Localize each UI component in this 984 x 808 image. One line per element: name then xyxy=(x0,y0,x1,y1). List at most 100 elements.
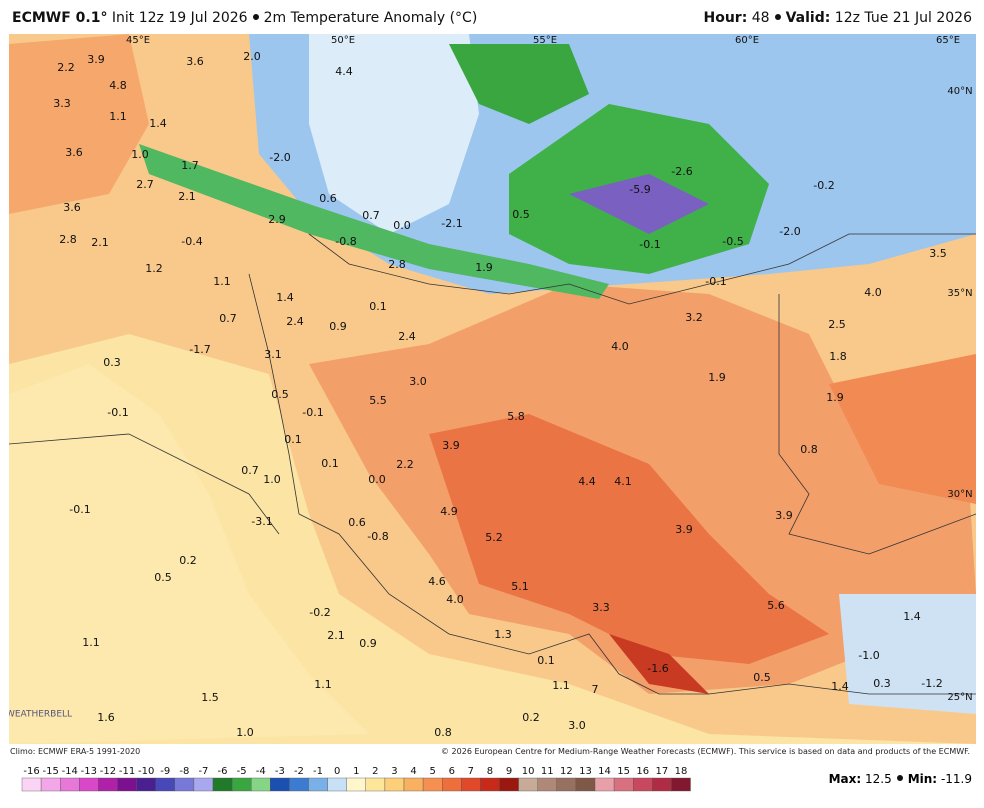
anomaly-label: 5.1 xyxy=(511,580,529,593)
colorbar-swatch xyxy=(556,777,577,792)
anomaly-label: 3.3 xyxy=(53,97,71,110)
colorbar-swatch xyxy=(155,777,175,792)
colorbar-swatch xyxy=(79,777,99,792)
anomaly-label: 0.7 xyxy=(362,209,380,222)
colorbar-tick-label: -10 xyxy=(138,766,154,777)
colorbar-tick-label: 14 xyxy=(598,766,611,777)
anomaly-label: 4.4 xyxy=(578,475,596,488)
anomaly-label: 0.0 xyxy=(368,473,386,486)
anomaly-label: 3.6 xyxy=(65,146,83,159)
arabia-west xyxy=(9,364,369,744)
grid-label: 55°E xyxy=(533,35,557,46)
anomaly-label: 0.2 xyxy=(522,711,540,724)
anomaly-label: 1.1 xyxy=(552,679,570,692)
colorbar-swatch xyxy=(537,777,558,792)
colorbar-swatch xyxy=(403,777,424,792)
anomaly-label: 0.1 xyxy=(369,300,387,313)
colorbar-swatch xyxy=(136,777,156,792)
anomaly-label: 1.1 xyxy=(109,110,127,123)
anomaly-label: 1.6 xyxy=(97,711,115,724)
anomaly-label: -0.4 xyxy=(181,235,202,248)
colorbar-tick-label: -1 xyxy=(313,766,323,777)
colorbar-swatch xyxy=(480,777,500,792)
init: Init 12z 19 Jul 2026 xyxy=(111,10,248,26)
colorbar-tick-label: 0 xyxy=(334,766,340,777)
anomaly-label: -2.6 xyxy=(671,165,692,178)
colorbar-swatch xyxy=(613,777,634,792)
anomaly-label: 1.4 xyxy=(903,610,921,623)
separator xyxy=(896,775,903,781)
colorbar-swatch xyxy=(671,777,691,792)
anomaly-label: -2.0 xyxy=(269,151,290,164)
anomaly-label: 3.5 xyxy=(929,247,947,260)
anomaly-label: 1.0 xyxy=(236,726,254,739)
colorbar-tick-label: -3 xyxy=(275,766,285,777)
colorbar-swatch xyxy=(461,777,481,792)
grid-label: 60°E xyxy=(735,35,759,46)
anomaly-label: 2.7 xyxy=(136,178,154,191)
colorbar-swatch xyxy=(289,777,309,792)
max: 12.5 xyxy=(864,772,892,786)
anomaly-label: 4.9 xyxy=(440,505,458,518)
anomaly-label: 0.5 xyxy=(154,571,172,584)
grid-label: 65°E xyxy=(936,35,960,46)
anomaly-label: 2.5 xyxy=(828,318,846,331)
turkey-warm xyxy=(9,34,149,214)
colorbar-tick-label: 6 xyxy=(449,766,455,777)
anomaly-label: 3.2 xyxy=(685,311,703,324)
anomaly-label: 0.5 xyxy=(753,671,771,684)
coastline xyxy=(298,513,976,695)
colorbar-swatch xyxy=(60,777,80,792)
colorbar-swatch xyxy=(117,777,137,792)
map: WEATHERBELL 45°E 50°E 55°E 60°E 65°E 40°N 35°N… xyxy=(9,34,976,744)
colorbar-tick-label: 8 xyxy=(487,766,493,777)
min: -11.9 xyxy=(940,772,972,786)
colorbar-swatch xyxy=(212,777,233,792)
separator xyxy=(774,14,781,20)
anomaly-label: -0.8 xyxy=(335,235,356,248)
anomaly-label: 2.1 xyxy=(178,190,196,203)
colorbar-tick-label: -6 xyxy=(218,766,228,777)
anomaly-label: 0.7 xyxy=(219,312,237,325)
anomaly-label: 3.1 xyxy=(264,348,282,361)
anomaly-label: 0.6 xyxy=(348,516,366,529)
colorbar-swatch xyxy=(174,777,195,792)
anomaly-label: -0.2 xyxy=(309,606,330,619)
anomaly-label: -0.1 xyxy=(705,275,726,288)
anomaly-label: 0.8 xyxy=(800,443,818,456)
anomaly-label: 0.9 xyxy=(329,320,347,333)
anomaly-label: 5.8 xyxy=(507,410,525,423)
valid: 12z Tue 21 Jul 2026 xyxy=(834,10,972,26)
anomaly-label: 2.8 xyxy=(59,233,77,246)
anomaly-label: 1.9 xyxy=(826,391,844,404)
anomaly-label: 3.9 xyxy=(675,523,693,536)
colorbar-tick-label: 7 xyxy=(468,766,474,777)
header-left: ECMWF 0.1° Init 12z 19 Jul 2026 2m Temper… xyxy=(12,10,477,26)
border xyxy=(9,433,280,535)
cold-core xyxy=(569,174,709,234)
anomaly-label: 0.9 xyxy=(359,637,377,650)
anomaly-label: 0.0 xyxy=(393,219,411,232)
colorbar-tick-label: -4 xyxy=(256,766,266,777)
anomaly-label: 1.3 xyxy=(494,628,512,641)
anomaly-label: 7 xyxy=(592,683,599,696)
anomaly-label: 0.8 xyxy=(434,726,452,739)
colorbar-tick-label: 2 xyxy=(372,766,378,777)
anomaly-label: -1.2 xyxy=(921,677,942,690)
anomaly-label: 0.5 xyxy=(271,388,289,401)
colorbar-tick-label: 13 xyxy=(579,766,592,777)
anomaly-label: -0.8 xyxy=(367,530,388,543)
colorbar-tick-label: 10 xyxy=(522,766,535,777)
max-label: Max: xyxy=(828,772,862,786)
anomaly-label: 2.1 xyxy=(91,236,109,249)
colorbar-swatch xyxy=(518,777,538,792)
anomaly-label: -0.1 xyxy=(639,238,660,251)
anomaly-label: 4.0 xyxy=(611,340,629,353)
colorbar-tick-label: 12 xyxy=(560,766,573,777)
green-north xyxy=(449,44,589,124)
anomaly-label: 3.0 xyxy=(568,719,586,732)
anomaly-label: 5.6 xyxy=(767,599,785,612)
grid-label: 25°N xyxy=(947,692,972,703)
colorbar-swatch xyxy=(365,777,386,792)
colorbar-swatch xyxy=(40,777,61,792)
